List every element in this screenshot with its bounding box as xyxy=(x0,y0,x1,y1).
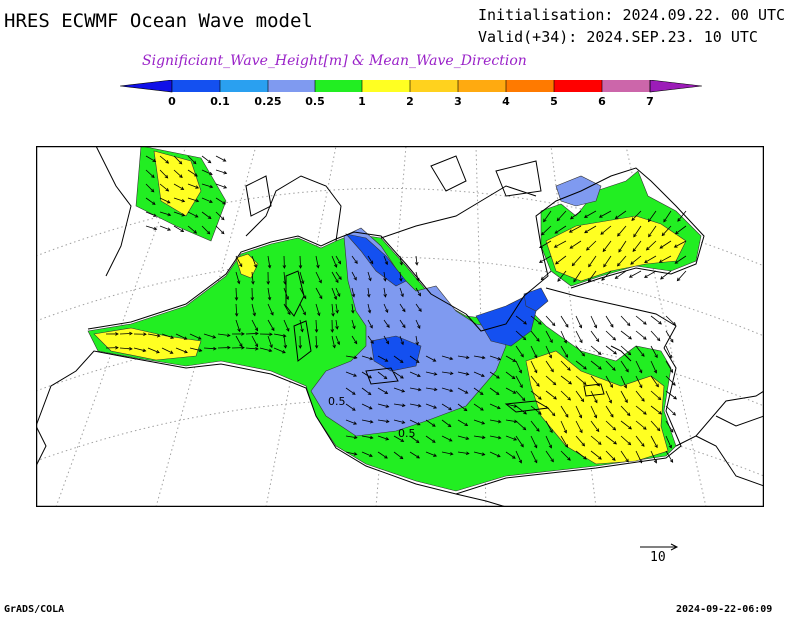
model-title: HRES ECWMF Ocean Wave model xyxy=(4,10,313,32)
wave-map: 0.5 0.5 xyxy=(35,145,765,508)
footer-software: GrADS/COLA xyxy=(4,604,65,615)
footer-timestamp: 2024-09-22-06:09 xyxy=(676,604,773,615)
contour-label-south: 0.5 xyxy=(398,427,416,440)
legend-swatch-6-7 xyxy=(602,80,650,92)
reference-arrow-label: 10 xyxy=(650,550,666,565)
wave-map-canvas: 0.5 0.5 xyxy=(35,145,765,508)
legend-swatch-3-4 xyxy=(458,80,506,92)
legend-label-3: 3 xyxy=(454,95,462,108)
map-frame xyxy=(35,145,765,508)
legend-label-0.25: 0.25 xyxy=(254,95,281,108)
legend-label-0.5: 0.5 xyxy=(305,95,325,108)
legend-label-4: 4 xyxy=(502,95,510,108)
legend-arrow-left xyxy=(119,79,173,93)
legend-swatch-4-5 xyxy=(506,80,554,92)
legend-swatch-0-01 xyxy=(172,80,220,92)
valid-time: Valid(+34): 2024.SEP.23. 10 UTC xyxy=(478,28,758,46)
legend-swatch-01-025 xyxy=(220,80,268,92)
color-legend: 0 0.1 0.25 0.5 1 2 3 4 5 6 7 xyxy=(119,79,703,110)
legend-swatch-05-1 xyxy=(315,80,362,92)
legend-swatch-025-05 xyxy=(268,80,315,92)
legend-label-5: 5 xyxy=(550,95,558,108)
reference-arrow: 10 xyxy=(638,538,682,566)
initialisation-time: Initialisation: 2024.09.22. 00 UTC xyxy=(478,6,786,24)
color-legend-bar: 0 0.1 0.25 0.5 1 2 3 4 5 6 7 xyxy=(119,79,703,108)
legend-label-0: 0 xyxy=(168,95,176,108)
wave-direction-arrows xyxy=(105,155,687,464)
wave-height-field xyxy=(87,145,702,492)
legend-swatch-2-3 xyxy=(410,80,458,92)
legend-label-6: 6 xyxy=(598,95,606,108)
legend-label-1: 1 xyxy=(358,95,366,108)
reference-arrow-icon xyxy=(640,543,679,551)
legend-label-2: 2 xyxy=(406,95,414,108)
legend-swatch-1-2 xyxy=(362,80,410,92)
contour-label-west: 0.5 xyxy=(328,395,346,408)
product-title: Significiant_Wave_Height[m] & Mean_Wave_… xyxy=(142,53,527,69)
legend-swatch-5-6 xyxy=(554,80,602,92)
legend-label-7: 7 xyxy=(646,95,654,108)
legend-label-0.1: 0.1 xyxy=(210,95,230,108)
legend-arrow-right xyxy=(649,79,703,93)
coastlines xyxy=(35,145,765,508)
